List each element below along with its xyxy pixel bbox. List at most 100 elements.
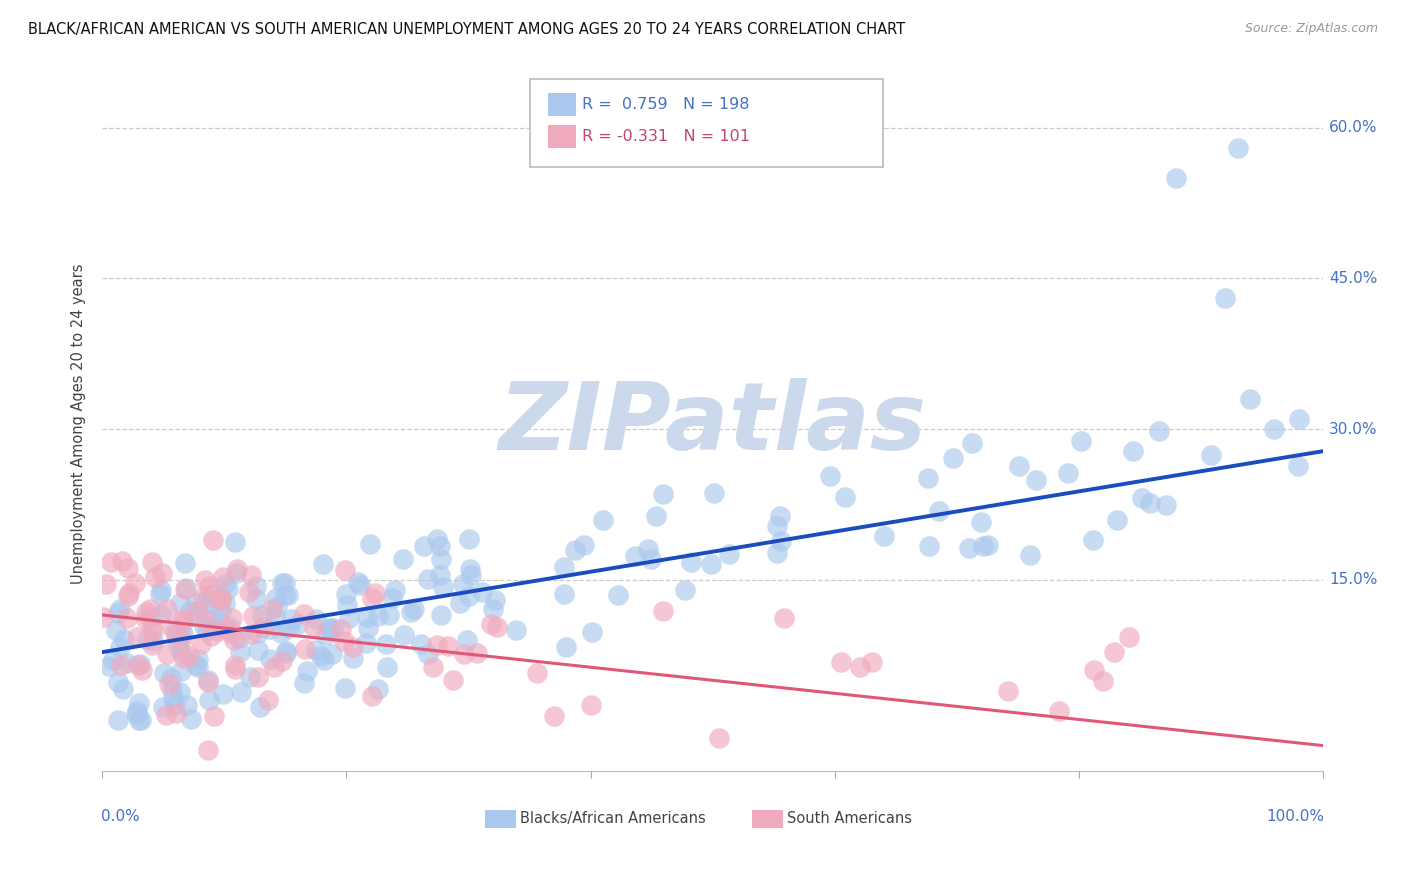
Point: [592, 513, 614, 527]
Point: [456, 632, 478, 647]
Point: [141, 621, 163, 635]
Point: [215, 622, 238, 636]
Point: [329, 622, 352, 636]
Point: [274, 576, 297, 591]
Point: [208, 614, 231, 628]
Point: [117, 657, 139, 671]
Point: [139, 602, 162, 616]
Point: [207, 624, 229, 639]
Point: [564, 542, 586, 557]
Point: [276, 644, 298, 658]
Point: [453, 647, 475, 661]
Point: [252, 620, 274, 634]
Point: [187, 660, 209, 674]
Point: [700, 558, 723, 572]
Point: [766, 518, 789, 533]
Point: [173, 651, 195, 665]
Point: [457, 533, 479, 547]
Text: 45.0%: 45.0%: [1329, 271, 1378, 286]
Point: [270, 626, 292, 640]
Point: [155, 602, 177, 616]
Point: [224, 657, 246, 672]
Point: [834, 490, 856, 504]
Point: [115, 611, 138, 625]
Point: [820, 469, 842, 483]
Point: [458, 590, 481, 604]
Point: [226, 562, 249, 576]
Point: [399, 605, 422, 619]
Point: [553, 560, 575, 574]
Point: [1263, 422, 1285, 436]
Point: [441, 673, 464, 687]
Point: [163, 698, 186, 713]
Point: [259, 651, 281, 665]
Point: [624, 549, 647, 563]
Point: [128, 714, 150, 728]
Point: [179, 649, 201, 664]
Point: [315, 628, 337, 642]
Point: [156, 647, 179, 661]
Point: [169, 684, 191, 698]
Point: [212, 570, 235, 584]
Point: [197, 693, 219, 707]
Point: [179, 604, 201, 618]
Point: [830, 655, 852, 669]
Point: [153, 665, 176, 680]
Point: [270, 654, 292, 668]
Point: [321, 648, 343, 662]
Point: [873, 529, 896, 543]
Point: [1025, 473, 1047, 487]
Point: [162, 691, 184, 706]
Point: [349, 578, 371, 592]
Point: [1018, 549, 1040, 563]
Point: [309, 649, 332, 664]
Point: [928, 504, 950, 518]
Point: [112, 681, 135, 696]
Point: [239, 670, 262, 684]
Point: [543, 709, 565, 723]
Point: [1057, 466, 1080, 480]
Point: [176, 698, 198, 713]
Point: [375, 637, 398, 651]
Point: [416, 572, 439, 586]
Point: [193, 590, 215, 604]
Point: [163, 624, 186, 639]
Point: [707, 731, 730, 745]
Text: Blacks/African Americans: Blacks/African Americans: [520, 812, 706, 826]
Point: [118, 585, 141, 599]
Point: [100, 555, 122, 569]
Point: [128, 696, 150, 710]
Point: [962, 436, 984, 450]
Point: [1008, 458, 1031, 473]
Point: [201, 533, 224, 548]
Point: [190, 637, 212, 651]
Point: [103, 653, 125, 667]
Point: [437, 639, 460, 653]
Point: [505, 623, 527, 637]
Point: [418, 647, 440, 661]
Point: [263, 660, 285, 674]
Point: [200, 597, 222, 611]
Point: [479, 617, 502, 632]
Point: [1070, 434, 1092, 448]
Point: [217, 582, 239, 596]
Point: [644, 509, 666, 524]
Point: [198, 579, 221, 593]
Text: 100.0%: 100.0%: [1267, 809, 1324, 824]
Point: [422, 660, 444, 674]
Point: [402, 601, 425, 615]
Point: [108, 602, 131, 616]
Point: [367, 681, 389, 696]
Point: [131, 663, 153, 677]
Point: [208, 591, 231, 606]
Point: [304, 643, 326, 657]
Point: [194, 574, 217, 588]
Point: [149, 587, 172, 601]
Point: [1092, 674, 1115, 689]
Point: [173, 615, 195, 629]
Point: [240, 568, 263, 582]
Point: [149, 607, 172, 621]
Point: [429, 567, 451, 582]
Point: [141, 555, 163, 569]
Point: [942, 450, 965, 465]
